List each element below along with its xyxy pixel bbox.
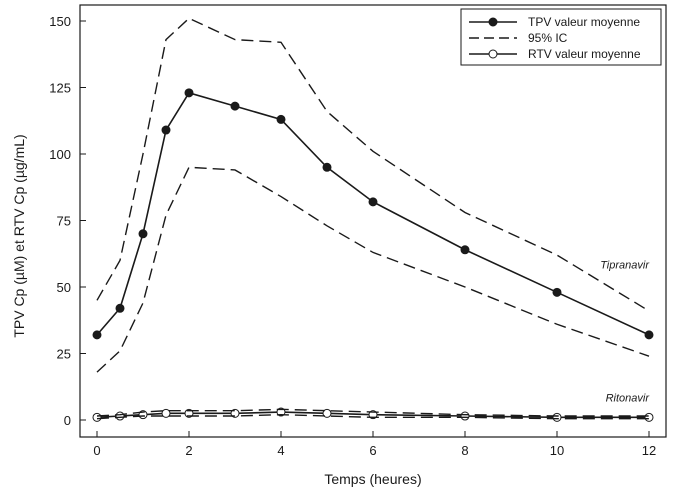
plot-frame [79, 4, 667, 438]
x-tick-label: 0 [93, 443, 100, 458]
x-tick-label: 6 [369, 443, 376, 458]
data-point-0 [115, 303, 125, 313]
y-tick-label: 25 [57, 347, 71, 362]
data-point-3 [460, 411, 470, 421]
data-point-0 [92, 330, 102, 340]
x-tick-label: 2 [185, 443, 192, 458]
legend-label: 95% IC [528, 31, 568, 45]
data-point-3 [644, 412, 654, 422]
series-line-2 [96, 166, 650, 373]
series-line-5 [96, 413, 649, 420]
data-point-0 [138, 229, 148, 239]
data-point-0 [460, 245, 470, 255]
series-annotation: Tipranavir [600, 259, 650, 271]
data-point-0 [322, 162, 332, 172]
series-annotation: Ritonavir [606, 392, 651, 404]
y-tick-label: 125 [49, 81, 71, 96]
y-tick-label: 150 [49, 14, 71, 29]
annotations: Tipranavir Ritonavir [600, 259, 650, 404]
axes: 0 2 4 6 8 10 12 0 25 50 75 100 125 150 [49, 4, 667, 458]
x-tick-label: 4 [277, 443, 284, 458]
data-point-3 [552, 412, 562, 422]
legend-swatch-marker [488, 17, 498, 27]
series-layer [92, 17, 654, 422]
legend-label: TPV valeur moyenne [528, 15, 640, 29]
series-line-1 [96, 17, 650, 312]
data-point-0 [644, 330, 654, 340]
legend-label: RTV valeur moyenne [528, 47, 641, 61]
data-point-3 [92, 412, 102, 422]
legend: TPV valeur moyenne 95% IC RTV valeur moyen… [460, 8, 662, 66]
series-line-0 [96, 91, 650, 336]
data-point-0 [184, 88, 194, 98]
y-axis-title: TPV Cp (µM) et RTV Cp (µg/mL) [11, 134, 27, 337]
data-point-0 [552, 287, 562, 297]
x-tick-label: 12 [642, 443, 656, 458]
y-tick-label: 0 [64, 413, 71, 428]
data-point-3 [115, 411, 125, 421]
data-point-0 [368, 197, 378, 207]
y-tick-label: 50 [57, 280, 71, 295]
x-tick-label: 10 [550, 443, 564, 458]
x-axis-title: Temps (heures) [324, 471, 421, 487]
data-point-0 [230, 101, 240, 111]
series-line-4 [96, 408, 649, 417]
data-point-0 [161, 125, 171, 135]
x-tick-label: 8 [461, 443, 468, 458]
data-point-3 [161, 408, 171, 418]
data-point-0 [276, 114, 286, 124]
y-tick-label: 75 [57, 214, 71, 229]
y-tick-label: 100 [49, 147, 71, 162]
data-point-3 [322, 408, 332, 418]
legend-swatch-marker [488, 49, 498, 59]
